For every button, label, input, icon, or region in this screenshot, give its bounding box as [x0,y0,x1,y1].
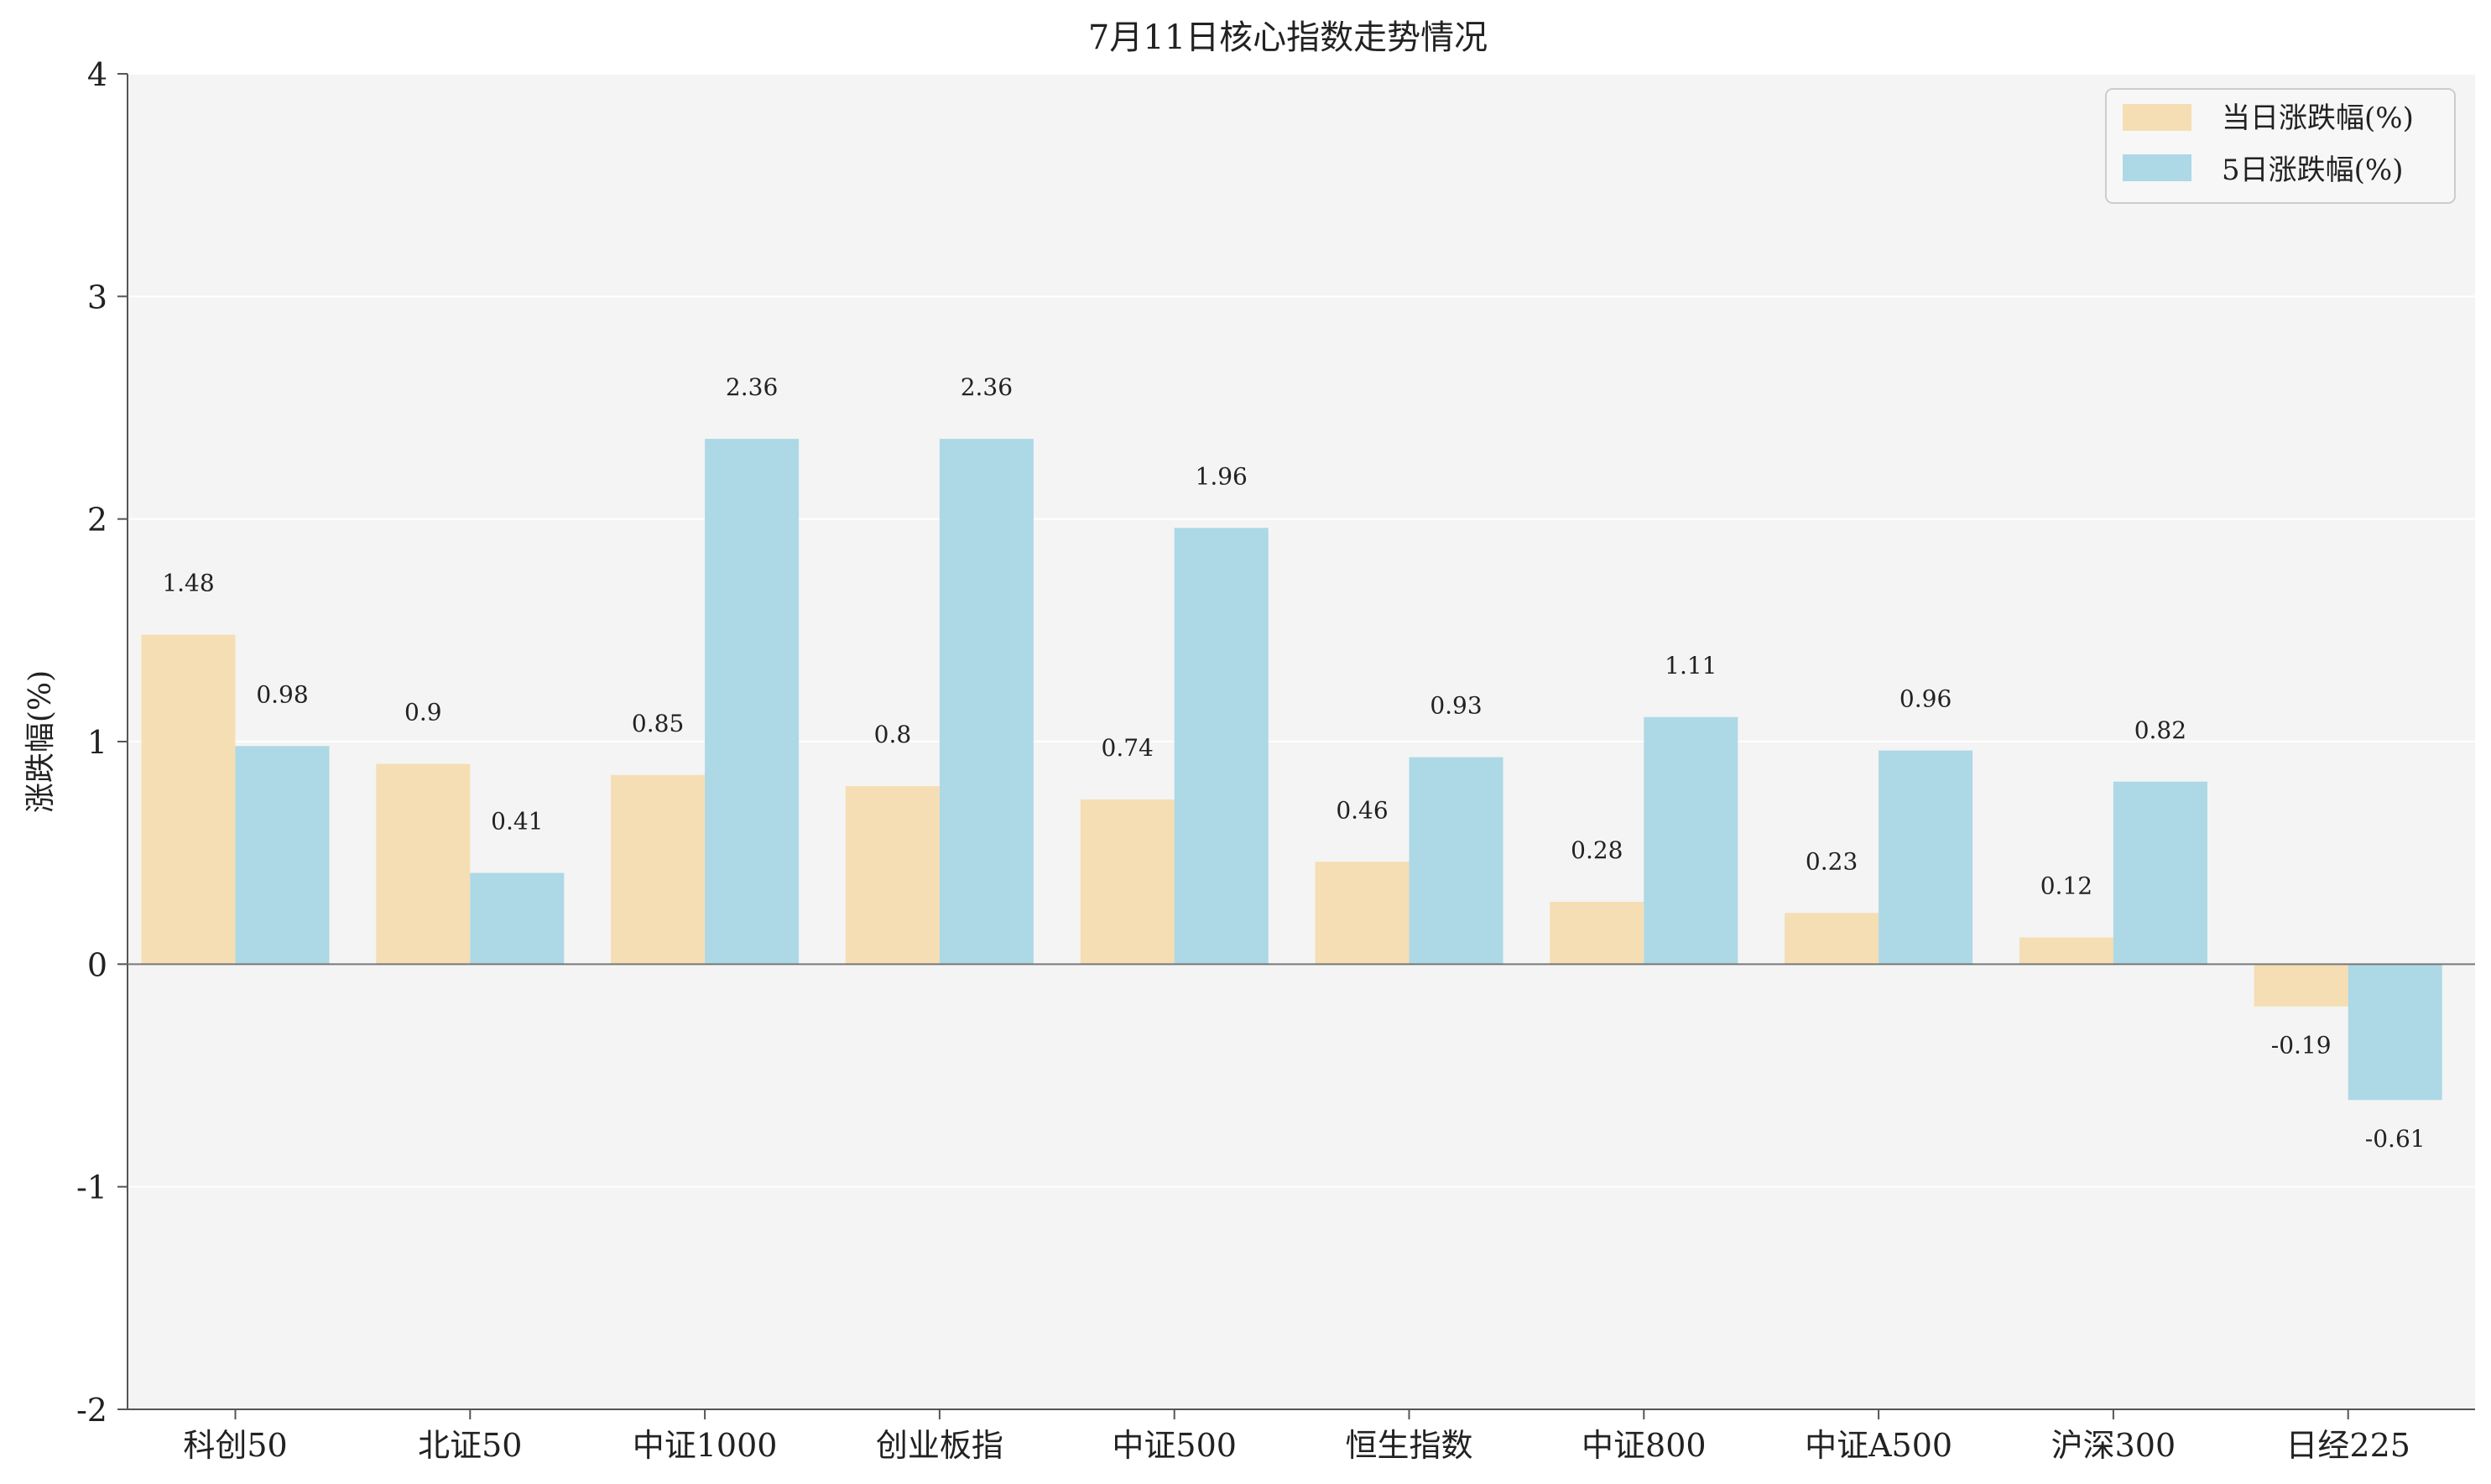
bar-daily-7 [1785,913,1879,965]
legend-label-daily: 当日涨跌幅(%) [2222,102,2414,135]
legend-swatch-daily [2123,104,2191,131]
bar-5day-0 [235,746,330,965]
y-tick-label: 3 [87,279,107,315]
y-tick-label: 0 [87,946,107,983]
data-label: -0.19 [2271,1032,2332,1060]
data-label: 0.93 [1430,692,1482,720]
data-label: 0.12 [2040,872,2092,899]
y-tick-label: -2 [76,1392,107,1429]
data-label: 0.85 [632,710,684,737]
data-label: 0.46 [1336,796,1388,824]
bar-5day-8 [2113,781,2207,965]
y-tick-label: 4 [87,56,107,93]
data-label: 0.9 [404,699,442,726]
bar-daily-3 [845,786,940,965]
bars [141,439,2442,1101]
bar-daily-9 [2254,964,2348,1007]
bar-5day-6 [1644,716,1738,965]
data-label: 2.36 [961,373,1013,401]
data-labels: 1.48 0.9 0.85 0.8 0.74 0.46 0.28 0.23 0.12 -0.19 0… [162,373,2425,1153]
bar-5day-4 [1174,528,1269,965]
x-tick-label: 日经225 [2285,1427,2410,1464]
x-tick-label: 中证A500 [1805,1427,1952,1464]
legend-box [2105,88,2456,204]
legend: 当日涨跌幅(%) 5日涨跌幅(%) [2105,88,2456,204]
bar-daily-5 [1315,862,1410,965]
x-tick-label: 中证500 [1112,1427,1237,1464]
bar-5day-3 [939,439,1034,965]
axes: -2 -1 0 1 2 3 4 科创50 北证50 中证1000 创业板指 中证500 恒生指数 中证80… [76,56,2475,1464]
x-tick-label: 中证800 [1582,1427,1707,1464]
data-label: 0.98 [256,680,308,708]
bar-daily-1 [376,763,471,965]
data-label: 0.74 [1102,734,1154,762]
bar-daily-0 [141,634,236,965]
bar-5day-5 [1409,757,1503,965]
data-label: 0.41 [491,808,543,836]
legend-label-5day: 5日涨跌幅(%) [2222,154,2403,187]
data-label: 0.82 [2134,716,2186,744]
x-tick-label: 恒生指数 [1345,1427,1472,1464]
x-tick-label: 创业板指 [876,1427,1003,1464]
y-tick-label: 1 [87,724,107,761]
y-tick-label: 2 [87,502,107,539]
x-tick-label: 沪深300 [2051,1427,2176,1464]
y-axis-label: 涨跌幅(%) [23,670,58,813]
data-label: 0.23 [1806,847,1858,875]
data-label: 0.8 [874,721,912,748]
legend-swatch-5day [2123,154,2191,181]
bar-daily-2 [611,774,706,965]
data-label: 1.96 [1196,462,1248,490]
bar-5day-1 [470,872,565,965]
y-tick-label: -1 [76,1169,107,1206]
data-label: 0.96 [1900,685,1952,713]
x-tick-label: 科创50 [183,1427,287,1464]
bar-5day-2 [705,439,800,965]
bar-daily-8 [2019,937,2113,965]
data-label: 1.11 [1665,652,1717,680]
x-tick-label: 北证50 [418,1427,522,1464]
data-label: 0.28 [1571,836,1623,864]
x-tick-label: 中证1000 [633,1427,778,1464]
data-label: 2.36 [726,373,778,401]
bar-5day-7 [1879,750,1973,965]
chart-title: 7月11日核心指数走势情况 [1088,18,1488,57]
data-label: 1.48 [162,570,214,597]
bar-5day-9 [2348,964,2442,1101]
data-label: -0.61 [2365,1125,2426,1153]
bar-daily-6 [1550,902,1644,965]
bar-daily-4 [1080,799,1175,965]
